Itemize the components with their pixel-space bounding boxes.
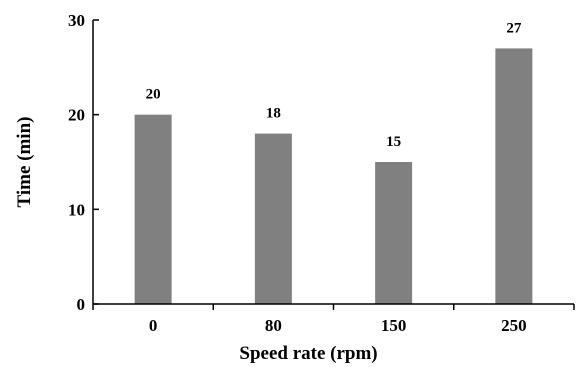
x-tick-label: 0: [149, 316, 158, 335]
data-label-0: 20: [146, 87, 161, 103]
y-tick-label: 10: [68, 200, 85, 219]
y-tick-label: 30: [68, 11, 85, 30]
x-axis-title: Speed rate (rpm): [239, 343, 377, 364]
bar-80: [254, 133, 292, 304]
y-ticks-group: 0 10 20 30: [68, 11, 99, 314]
bars-group: [134, 48, 533, 305]
x-tick-label: 80: [265, 316, 282, 335]
data-label-150: 15: [386, 134, 401, 150]
bar-250: [495, 48, 533, 305]
data-label-250: 27: [506, 20, 522, 36]
x-ticks-group: 0 80 150 250: [92, 304, 575, 335]
x-tick-label: 250: [501, 316, 527, 335]
y-axis-title: Time (min): [14, 117, 35, 208]
bar-150: [375, 162, 413, 304]
bar-0: [134, 114, 172, 305]
y-tick-label: 0: [77, 295, 86, 314]
data-labels-group: 20 18 15 27: [146, 20, 522, 150]
x-tick-label: 150: [381, 316, 407, 335]
y-tick-label: 20: [68, 106, 85, 125]
data-label-80: 18: [266, 106, 281, 122]
